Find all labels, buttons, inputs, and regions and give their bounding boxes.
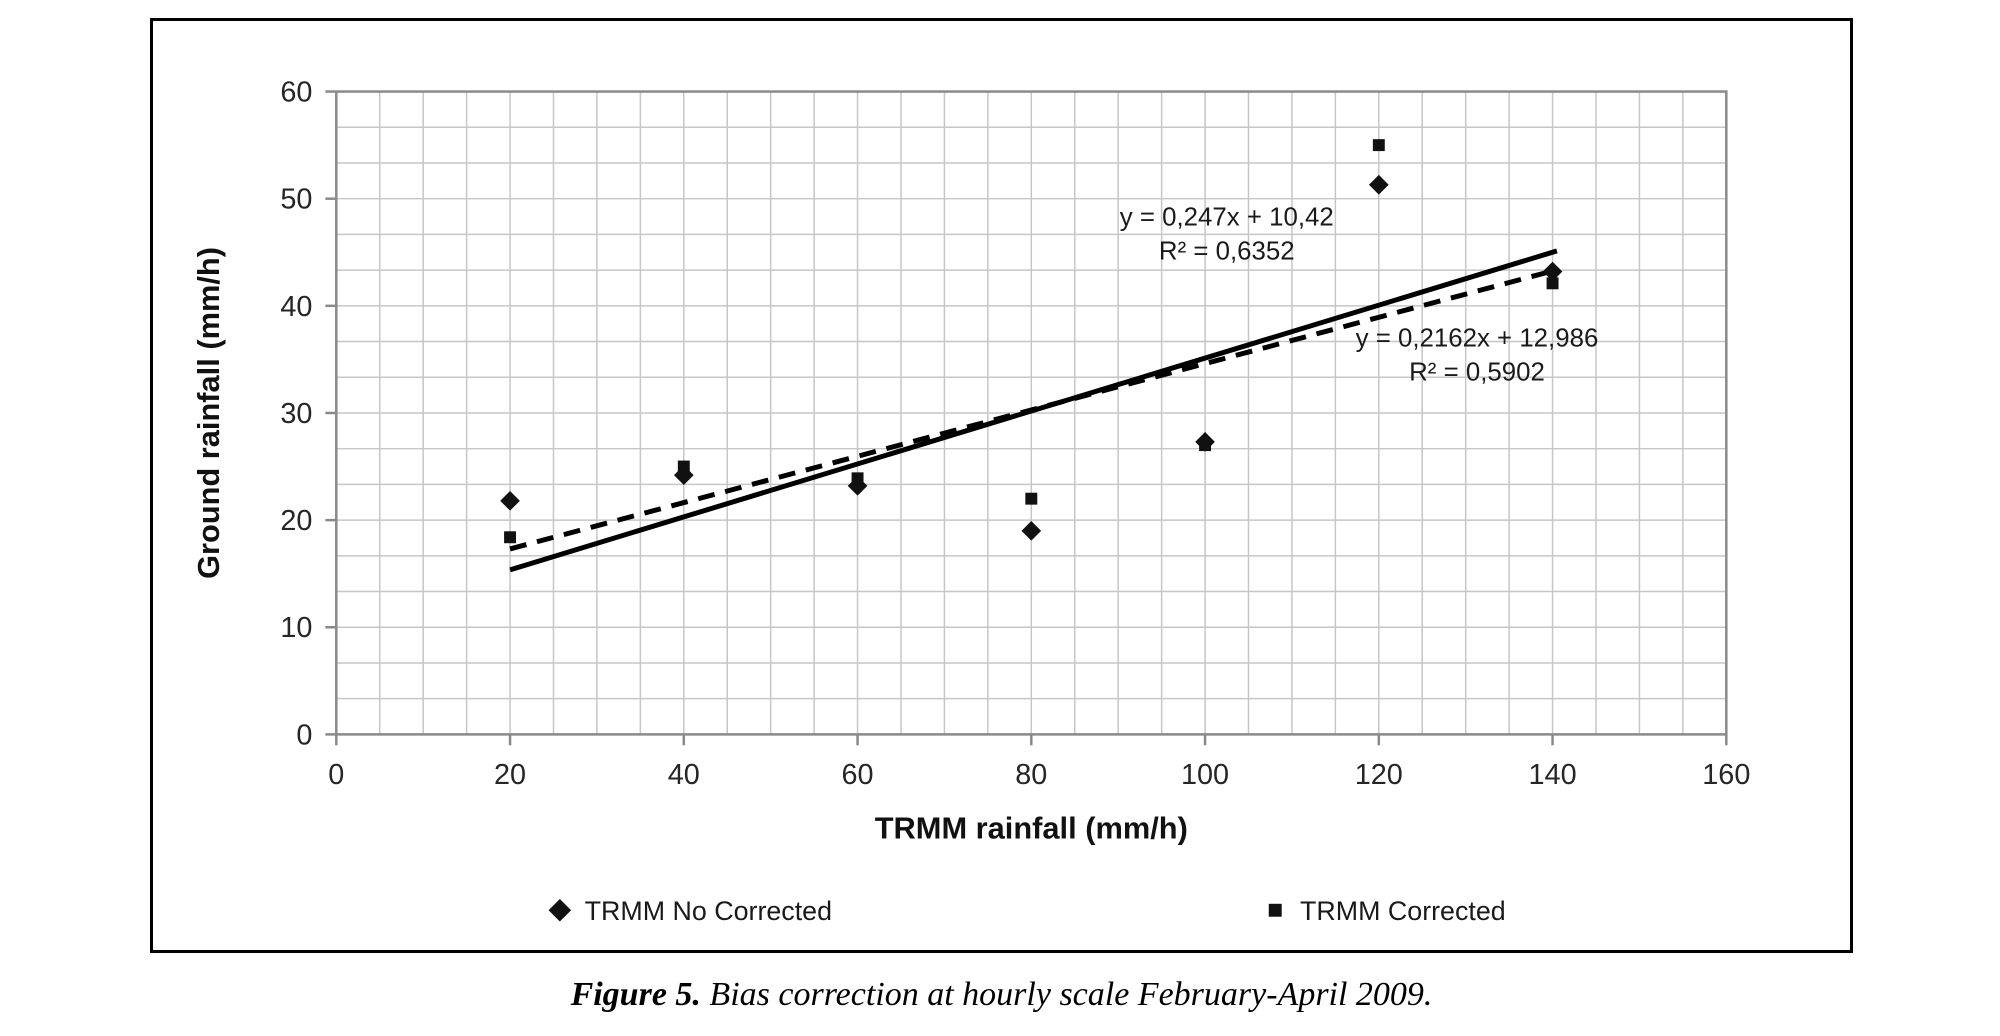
data-point-diamond	[1021, 520, 1042, 541]
x-tick-label: 160	[1702, 759, 1750, 791]
trendline-dashed	[509, 267, 1558, 552]
figure-caption: Figure 5. Bias correction at hourly scale…	[150, 976, 1853, 1014]
y-tick-label: 50	[280, 184, 312, 216]
x-tick-label: 40	[668, 759, 700, 791]
trendline-equation: y = 0,247x + 10,42	[1120, 203, 1334, 231]
x-tick-label: 20	[494, 759, 526, 791]
y-tick-label: 60	[280, 76, 312, 108]
y-axis-title: Ground rainfall (mm/h)	[191, 247, 226, 579]
data-point-square	[851, 472, 864, 485]
y-tick-label: 30	[280, 398, 312, 430]
data-point-square	[677, 460, 690, 473]
data-point-square	[1025, 492, 1038, 505]
figure-caption-label: Figure 5.	[570, 976, 701, 1013]
legend-label: TRMM Corrected	[1300, 896, 1506, 926]
data-point-diamond	[500, 490, 520, 511]
y-tick-label: 10	[280, 612, 312, 644]
legend-marker-square	[1268, 903, 1282, 917]
data-point-diamond	[1368, 174, 1389, 195]
y-tick-label: 20	[280, 505, 312, 537]
x-tick-label: 120	[1355, 759, 1403, 791]
x-axis-title: TRMM rainfall (mm/h)	[875, 811, 1188, 846]
legend-marker-diamond	[548, 899, 572, 922]
data-point-square	[1372, 139, 1385, 152]
trendline-equation: y = 0,2162x + 12,986	[1356, 325, 1599, 353]
legend-label: TRMM No Corrected	[585, 896, 832, 926]
x-tick-label: 140	[1529, 759, 1577, 791]
trendline-r-squared: R² = 0,6352	[1159, 237, 1295, 265]
x-tick-label: 60	[842, 759, 874, 791]
x-tick-label: 80	[1015, 759, 1047, 791]
data-point-square	[504, 531, 517, 544]
figure-frame: 0 20 40 60 80 100 120 140 160 0 10 20 30 40 50 60 TRMM r…	[150, 18, 1853, 953]
data-point-diamond	[1542, 261, 1563, 282]
x-tick-label: 0	[328, 759, 344, 791]
data-point-square	[1199, 439, 1212, 452]
figure-caption-text: Bias correction at hourly scale February…	[709, 976, 1433, 1013]
y-tick-label: 0	[296, 719, 312, 751]
x-tick-label: 100	[1181, 759, 1229, 791]
data-point-square	[1546, 277, 1559, 290]
trendline-r-squared: R² = 0,5902	[1409, 358, 1545, 386]
y-tick-label: 40	[280, 291, 312, 323]
